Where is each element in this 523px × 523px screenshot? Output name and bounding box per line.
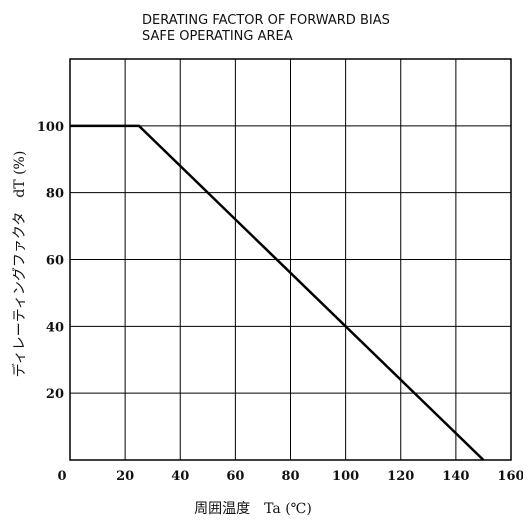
x-tick-label: 40 bbox=[171, 469, 189, 484]
chart-title: DERATING FACTOR OF FORWARD BIAS SAFE OPE… bbox=[142, 13, 390, 44]
x-tick-label: 160 bbox=[497, 469, 523, 484]
x-tick-label: 0 bbox=[57, 469, 66, 484]
y-tick-label: 80 bbox=[46, 187, 64, 202]
x-axis-label: 周囲温度 Ta (℃) bbox=[194, 501, 312, 517]
x-tick-label: 80 bbox=[281, 469, 299, 484]
x-tick-label: 140 bbox=[442, 469, 469, 484]
chart-title-line-1: DERATING FACTOR OF FORWARD BIAS bbox=[142, 13, 390, 28]
x-tick-label: 20 bbox=[116, 469, 134, 484]
derating-curve bbox=[70, 124, 485, 461]
x-tick-label: 100 bbox=[332, 469, 359, 484]
y-tick-label: 20 bbox=[46, 387, 64, 402]
x-tick-label: 60 bbox=[226, 469, 244, 484]
x-tick-labels: 0 20 40 60 80 100 120 140 160 bbox=[57, 469, 523, 484]
series bbox=[70, 124, 485, 461]
y-tick-label: 60 bbox=[46, 254, 64, 269]
y-tick-labels: 20 40 60 80 100 bbox=[37, 120, 64, 402]
y-tick-label: 100 bbox=[37, 120, 64, 135]
y-axis-label: ディレーティングファクタ dT (%) bbox=[11, 151, 28, 378]
x-tick-label: 120 bbox=[387, 469, 414, 484]
chart-title-line-2: SAFE OPERATING AREA bbox=[142, 29, 293, 44]
grid bbox=[70, 59, 511, 460]
y-tick-label: 40 bbox=[46, 320, 64, 335]
plot-frame bbox=[69, 58, 512, 461]
